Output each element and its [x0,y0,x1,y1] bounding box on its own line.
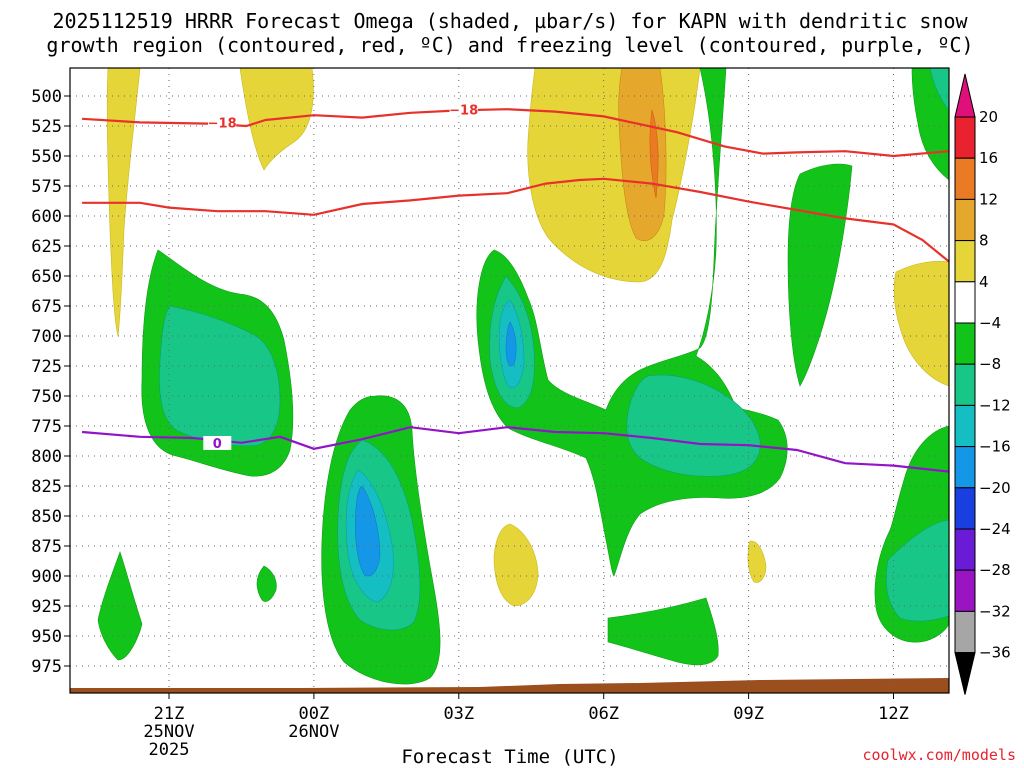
omega-negative-shading [97,68,949,685]
y-axis-labels: 500 525 550 575 600 625 650 675 700 725 750 775 800 8… [31,87,62,677]
colorbar-label: −28 [979,561,1011,579]
chart-title-line-2: growth region (contoured, red, ºC) and f… [46,33,973,57]
plot-area [70,68,949,693]
omega-positive-region-e [649,109,659,199]
colorbar-swatch [954,528,976,571]
x-tick-label: 03Z [443,704,474,724]
x-tick-label: 21Z [154,704,185,724]
chart-title-line-1: 2025112519 HRRR Forecast Omega (shaded, … [52,9,968,33]
contour-freezing-level [82,426,950,473]
x-tick-date-label: 25NOV [143,722,194,742]
colorbar-label: 16 [979,149,998,167]
terrain-ground [70,678,949,693]
colorbar-swatch [954,610,976,654]
y-tick-label: 825 [31,477,62,497]
y-tick-label: 775 [31,417,62,437]
x-axis-title: Forecast Time (UTC) [401,746,618,768]
colorbar-top-arrow [954,73,976,118]
omega-positive-region-d [618,68,667,242]
contour-label-bg [208,115,237,130]
colorbar-label: −4 [979,314,1001,332]
contour-labels: −18 −18 0 [203,102,478,452]
omega-negative-region-d [787,163,853,387]
colorbar-swatch [954,116,976,159]
y-tick-label: 500 [31,87,62,107]
colorbar-label: −36 [979,644,1011,662]
contour-lines [82,108,950,473]
y-tick-label: 575 [31,177,62,197]
y-tick-label: 525 [31,117,62,137]
colorbar-label: −20 [979,479,1011,497]
omega-negative-region-c-inner2 [626,374,761,477]
colorbar-swatch [954,281,976,324]
colorbar-swatch [954,157,976,200]
colorbar-label: 12 [979,190,998,208]
y-tick-label: 800 [31,447,62,467]
y-tick-label: 750 [31,387,62,407]
x-tick-label: 06Z [588,704,619,724]
omega-negative-region-f-inner [885,519,949,622]
colorbar-label: 8 [979,232,989,250]
contour-dgz-top [82,108,950,158]
credit-text: coolwx.com/models [862,746,1016,764]
colorbar-label: 4 [979,273,989,291]
omega-negative-region-i [607,597,719,666]
y-tick-label: 875 [31,537,62,557]
omega-negative-region-b-peak [354,485,381,577]
colorbar-label: −32 [979,602,1011,620]
colorbar-label: 20 [979,108,998,126]
colorbar-label: −12 [979,396,1011,414]
colorbar-swatch [954,363,976,406]
omega-negative-region-a-inner [159,305,281,447]
y-tick-label: 625 [31,237,62,257]
colorbar: 20 16 12 8 4 −4 −8 −12 −16 −20 −24 −28 −32 −36 [954,73,1011,695]
omega-negative-region-c-peak1 [505,321,517,367]
y-tick-label: 900 [31,567,62,587]
x-tick-year-label: 2025 [149,740,190,760]
y-tick-label: 725 [31,357,62,377]
y-tick-label: 550 [31,147,62,167]
colorbar-swatch [954,569,976,612]
colorbar-swatch [954,198,976,242]
omega-negative-region-g [97,551,143,661]
colorbar-swatch [954,446,976,489]
contour-label-bg [203,436,232,450]
y-tick-label: 700 [31,327,62,347]
colorbar-swatch [954,240,976,283]
y-tick-label: 600 [31,207,62,227]
colorbar-label: −8 [979,355,1001,373]
contour-dgz-bottom [82,177,950,263]
grid-lines [64,68,949,699]
contour-label-dgz-top: −18 [208,117,237,132]
plot-frame [69,67,950,694]
y-tick-label: 675 [31,297,62,317]
colorbar-swatch [954,404,976,448]
x-tick-label: 09Z [733,704,764,724]
y-tick-label: 975 [31,657,62,677]
x-tick-date-label: 26NOV [288,722,339,742]
x-tick-label: 00Z [299,704,330,724]
x-tick-label: 12Z [878,704,909,724]
colorbar-swatch [954,322,976,365]
colorbar-label: −24 [979,520,1011,538]
y-tick-label: 650 [31,267,62,287]
y-tick-label: 925 [31,597,62,617]
omega-negative-region-e-inner [929,68,949,111]
contour-label-freezing-level: 0 [213,437,222,452]
contour-label-bg [449,102,478,117]
colorbar-label: −16 [979,438,1011,456]
contour-label-dgz-top: −18 [449,103,478,118]
omega-negative-region-h [256,565,277,602]
omega-positive-region-f [893,261,949,387]
colorbar-swatch [954,487,976,530]
y-tick-label: 950 [31,627,62,647]
y-tick-label: 850 [31,507,62,527]
omega-positive-region-h [747,540,767,583]
colorbar-bottom-arrow [954,652,976,695]
